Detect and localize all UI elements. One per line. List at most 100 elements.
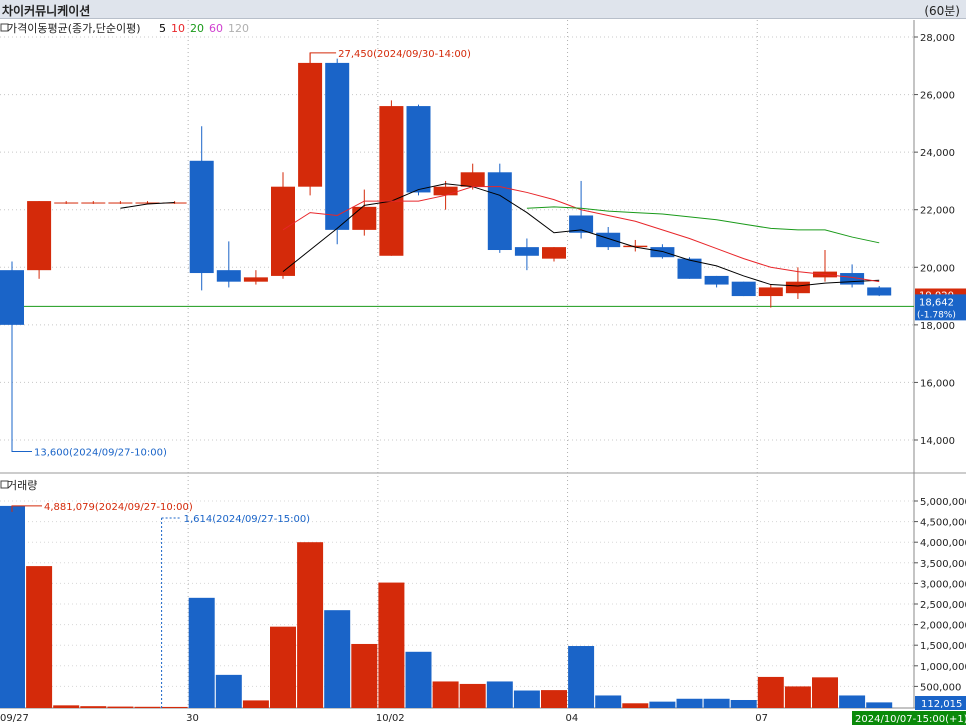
volume-bar <box>649 701 676 708</box>
volume-max-annotation: 4,881,079(2024/09/27-10:00) <box>44 502 193 513</box>
candle-body <box>0 270 24 325</box>
candle-body <box>460 172 485 187</box>
price-tick-label: 14,000 <box>920 436 955 447</box>
volume-tick-label: 5,000,000 <box>920 497 966 508</box>
candle-body <box>542 247 566 259</box>
price-panel-bg <box>0 20 966 470</box>
volume-panel-title: 거래량 <box>7 479 37 492</box>
ma10-line <box>282 186 880 283</box>
candle-body <box>189 160 214 274</box>
volume-bar <box>622 703 649 708</box>
candle-body <box>514 247 539 256</box>
volume-bar <box>242 700 269 708</box>
axes: 14,000 16,000 18,000 20,000 22,000 24,000 26,0… <box>0 33 966 724</box>
timestamp-badge <box>852 711 966 725</box>
candle-body <box>433 186 458 196</box>
volume-bar <box>134 706 161 708</box>
volume-tick-label: 500,000 <box>920 682 961 693</box>
candle-body <box>216 270 241 282</box>
volume-bar <box>432 681 459 708</box>
low-marker-line <box>11 445 32 453</box>
candle-body <box>677 258 702 279</box>
candle-body <box>108 202 133 204</box>
volume-bar <box>784 686 811 708</box>
volume-tick-label: 4,500,000 <box>920 518 966 529</box>
high-annotation: 27,450(2024/09/30-14:00) <box>338 49 471 60</box>
current-price-label: 18,642 <box>919 297 954 308</box>
ma-period-label: 20 <box>190 22 204 35</box>
candles <box>0 52 892 452</box>
volume-bar <box>188 597 215 708</box>
volume-bar <box>107 706 134 708</box>
candle-body <box>840 273 865 285</box>
candle-body <box>81 202 106 204</box>
time-tick-label: 07 <box>755 713 768 724</box>
candle-body <box>650 247 675 258</box>
price-tick-label: 28,000 <box>920 33 955 44</box>
moving-averages <box>120 183 880 287</box>
volume-bar <box>297 542 324 708</box>
volume-bar <box>703 698 730 708</box>
ma5-line <box>120 202 175 209</box>
candle-body <box>406 106 431 193</box>
volume-bar <box>595 695 622 708</box>
candle-body <box>867 287 892 296</box>
volume-bar <box>866 702 893 708</box>
ma-period-label: 120 <box>228 22 249 35</box>
candle-body <box>704 275 729 285</box>
current-change-label: (-1.78%) <box>917 310 956 320</box>
volume-min-annotation: 1,614(2024/09/27-15:00) <box>184 514 311 525</box>
grid <box>0 20 966 709</box>
volume-bar <box>53 705 80 708</box>
volume-bar <box>270 626 296 708</box>
volume-bar <box>351 643 378 708</box>
ma5-line <box>282 183 880 287</box>
high-marker-line <box>309 52 337 63</box>
price-tick-label: 26,000 <box>920 91 955 102</box>
time-tick-label: 09/27 <box>0 713 29 724</box>
volume-bar <box>405 651 432 708</box>
timeframe-label[interactable]: (60분) <box>924 4 960 18</box>
volume-tick-label: 3,500,000 <box>920 559 966 570</box>
volume-bars <box>0 505 893 708</box>
volume-panel-bg <box>0 474 966 708</box>
candle-body <box>54 202 79 204</box>
volume-bar <box>0 505 25 708</box>
indicator-icon <box>0 23 9 32</box>
volume-bar <box>324 610 351 708</box>
volume-bar <box>757 676 784 708</box>
volume-bar <box>513 690 540 708</box>
volume-last-badge <box>915 696 966 710</box>
candle-body <box>325 62 350 230</box>
candle-body <box>487 172 512 251</box>
candle-body <box>298 62 323 187</box>
volume-bar <box>26 566 53 708</box>
timestamp-label: 2024/10/07-15:00(+1) <box>855 714 966 725</box>
ma-period-label: 5 <box>159 22 166 35</box>
volume-max-marker <box>11 505 42 512</box>
time-tick-label: 04 <box>566 713 579 724</box>
volume-bar <box>378 582 405 708</box>
stock-name: 차이커뮤니케이션 <box>2 4 91 18</box>
volume-tick-label: 2,000,000 <box>920 621 966 632</box>
time-tick-label: 10/02 <box>376 713 405 724</box>
volume-bar <box>459 683 486 708</box>
ma-period-label: 10 <box>171 22 185 35</box>
volume-bar <box>568 646 595 708</box>
candle-body <box>596 232 621 248</box>
volume-bar <box>812 677 838 708</box>
volume-bar <box>730 699 757 708</box>
price-tick-label: 16,000 <box>920 378 955 389</box>
indicator-icon <box>0 480 9 489</box>
chart-header: 차이커뮤니케이션 (60분) <box>0 0 966 19</box>
price-tick-label: 18,000 <box>920 321 955 332</box>
volume-tick-label: 1,500,000 <box>920 641 966 652</box>
price-tick-label: 24,000 <box>920 148 955 159</box>
ma20-line <box>526 206 880 244</box>
volume-tick-label: 2,500,000 <box>920 600 966 611</box>
candle-body <box>623 245 648 248</box>
volume-bar <box>215 674 242 708</box>
volume-last-label: 112,015 <box>921 699 962 710</box>
volume-bar <box>80 706 107 708</box>
